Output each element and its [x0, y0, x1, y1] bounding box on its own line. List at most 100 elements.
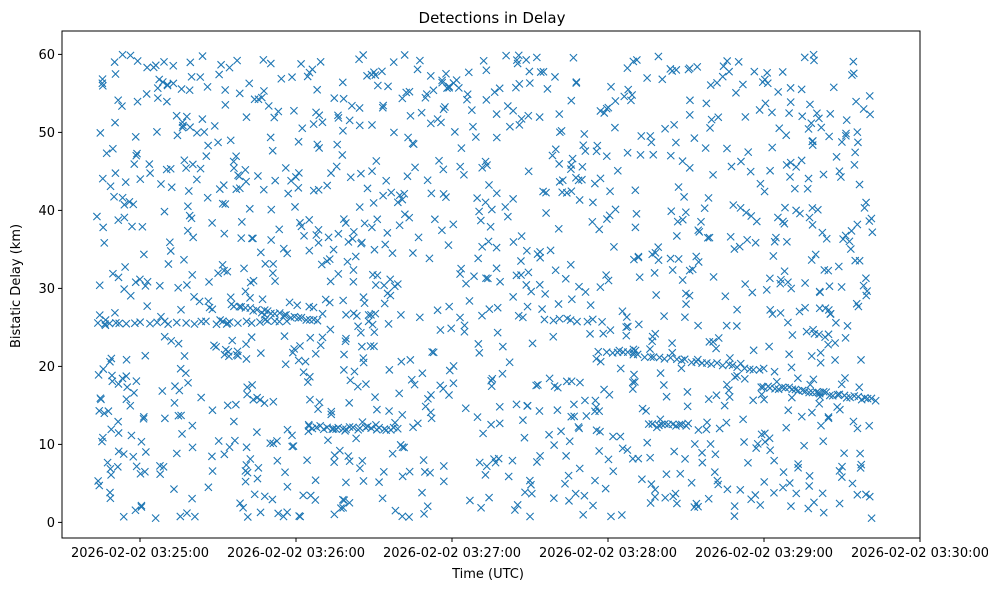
scatter-point [842, 393, 851, 402]
scatter-point [541, 289, 550, 298]
scatter-point [774, 87, 783, 96]
scatter-point [305, 215, 314, 224]
scatter-point [442, 69, 450, 78]
scatter-point [233, 56, 242, 65]
scatter-point [437, 226, 446, 235]
scatter-point [357, 342, 366, 351]
scatter-point [819, 387, 828, 396]
scatter-point [177, 85, 186, 94]
scatter-point [666, 254, 675, 263]
scatter-point [242, 113, 251, 122]
scatter-point [863, 394, 872, 403]
scatter-point [339, 94, 348, 103]
scatter-point [487, 205, 496, 214]
scatter-point [681, 289, 690, 298]
scatter-point [405, 213, 414, 222]
scatter-point [445, 391, 453, 400]
scatter-point [318, 309, 327, 318]
scatter-point [654, 52, 663, 61]
scatter-point [637, 475, 646, 484]
scatter-point [403, 172, 412, 181]
scatter-point [703, 233, 712, 242]
scatter-point [515, 120, 524, 129]
scatter-point [100, 238, 109, 247]
scatter-point [865, 421, 874, 430]
scatter-point [299, 368, 308, 377]
scatter-point [114, 379, 123, 388]
scatter-point [398, 443, 407, 452]
scatter-point [288, 73, 297, 82]
scatter-point [232, 152, 241, 161]
scatter-point [595, 225, 604, 234]
scatter-point [551, 145, 560, 154]
scatter-point [315, 398, 324, 407]
scatter-point [800, 441, 809, 450]
chart-title: Detections in Delay [419, 9, 566, 27]
scatter-point [815, 399, 824, 408]
scatter-point [164, 260, 173, 269]
scatter-point [685, 110, 694, 119]
scatter-point [215, 70, 224, 79]
scatter-point [805, 471, 814, 480]
scatter-point [857, 355, 865, 364]
scatter-point [622, 313, 631, 322]
scatter-point [260, 492, 269, 501]
scatter-point [110, 58, 119, 67]
scatter-point [372, 157, 381, 165]
scatter-point [513, 500, 522, 509]
scatter-point [352, 311, 361, 320]
scatter-point [549, 494, 558, 503]
scatter-point [582, 412, 591, 420]
scatter-point [454, 83, 463, 92]
scatter-point [632, 209, 641, 218]
scatter-point [182, 509, 191, 518]
scatter-point [106, 494, 115, 503]
scatter-point [95, 481, 104, 490]
scatter-point [311, 476, 320, 485]
scatter-point [250, 490, 259, 499]
scatter-point [817, 421, 825, 430]
scatter-point [405, 87, 414, 96]
scatter-point [776, 308, 785, 317]
scatter-point [334, 269, 343, 278]
scatter-point [294, 313, 303, 322]
scatter-point [839, 235, 848, 244]
scatter-point [630, 377, 639, 386]
scatter-point [223, 401, 232, 410]
scatter-point [550, 72, 559, 81]
y-tick-label: 60 [38, 48, 55, 63]
scatter-point [478, 242, 487, 251]
scatter-point [379, 191, 388, 200]
scatter-point [119, 512, 128, 521]
scatter-point [752, 444, 761, 453]
scatter-point [655, 353, 664, 362]
scatter-point [744, 148, 753, 157]
scatter-point [205, 303, 214, 312]
scatter-point [460, 327, 469, 336]
scatter-point [420, 467, 429, 476]
scatter-point [415, 313, 424, 322]
scatter-point [259, 185, 268, 194]
scatter-point [393, 198, 402, 207]
scatter-point [607, 82, 615, 91]
scatter-point [706, 81, 715, 90]
scatter-point [389, 128, 398, 137]
scatter-point [169, 61, 178, 70]
scatter-point [690, 440, 699, 449]
scatter-point [225, 443, 234, 452]
scatter-point [684, 419, 693, 428]
scatter-point [281, 360, 290, 369]
scatter-point [111, 169, 120, 178]
scatter-point [436, 118, 445, 127]
scatter-point [596, 357, 605, 366]
scatter-point [490, 88, 499, 97]
scatter-point [474, 339, 483, 348]
scatter-point [557, 126, 566, 135]
scatter-point [623, 446, 632, 455]
scatter-point [825, 391, 834, 400]
scatter-point [766, 383, 775, 392]
scatter-point [333, 140, 342, 149]
scatter-point [435, 156, 444, 165]
scatter-point [715, 424, 724, 433]
scatter-point [409, 140, 418, 149]
